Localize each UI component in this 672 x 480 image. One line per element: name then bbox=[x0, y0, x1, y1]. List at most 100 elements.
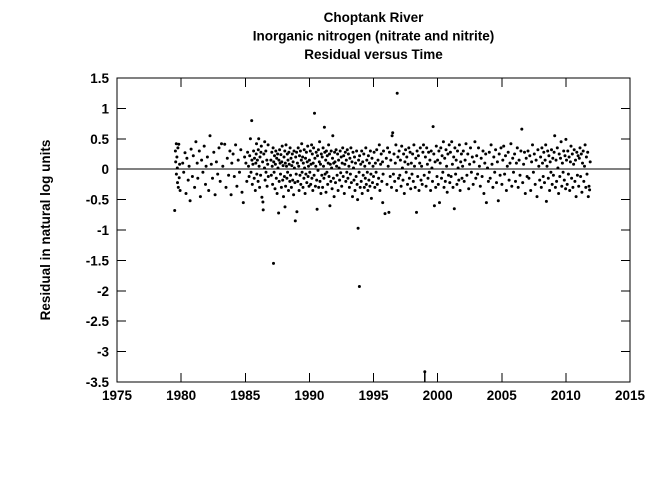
data-point bbox=[364, 182, 368, 186]
y-tick-label: -3.5 bbox=[86, 375, 110, 390]
data-point bbox=[293, 219, 297, 223]
data-point bbox=[413, 185, 417, 189]
data-point bbox=[308, 170, 312, 174]
data-point bbox=[539, 185, 543, 189]
data-point bbox=[397, 149, 401, 153]
data-point bbox=[358, 154, 362, 158]
data-point bbox=[438, 161, 442, 165]
data-point bbox=[241, 201, 245, 205]
data-point bbox=[488, 176, 492, 180]
data-point bbox=[348, 156, 352, 160]
data-point bbox=[296, 146, 300, 150]
data-point bbox=[366, 189, 370, 192]
data-point bbox=[205, 155, 209, 159]
data-point bbox=[347, 164, 351, 168]
data-point bbox=[486, 179, 490, 183]
data-point bbox=[363, 176, 367, 180]
data-point bbox=[346, 176, 350, 180]
data-point bbox=[475, 154, 479, 158]
data-point bbox=[479, 156, 483, 160]
data-point bbox=[340, 161, 344, 165]
data-point bbox=[174, 142, 178, 146]
data-point bbox=[347, 185, 351, 189]
data-point bbox=[391, 172, 395, 176]
y-axis-label: Residual in natural log units bbox=[38, 140, 53, 321]
data-point bbox=[330, 187, 334, 191]
data-point bbox=[282, 175, 286, 178]
data-point bbox=[310, 143, 314, 147]
data-point bbox=[548, 189, 552, 192]
data-point bbox=[253, 156, 256, 160]
data-point bbox=[473, 140, 477, 144]
data-point bbox=[456, 166, 460, 170]
data-point bbox=[563, 154, 567, 158]
data-point bbox=[322, 164, 325, 168]
data-point bbox=[336, 152, 340, 156]
data-point bbox=[326, 182, 330, 186]
data-point bbox=[333, 150, 337, 154]
data-point bbox=[477, 164, 481, 168]
data-point bbox=[294, 155, 298, 159]
data-point bbox=[565, 158, 568, 162]
data-point bbox=[484, 201, 488, 205]
data-point bbox=[468, 162, 472, 166]
data-point bbox=[555, 146, 559, 150]
data-point bbox=[238, 170, 241, 174]
data-point bbox=[419, 178, 423, 182]
data-point bbox=[266, 162, 270, 166]
data-point bbox=[395, 189, 399, 192]
data-point bbox=[251, 162, 255, 166]
data-point bbox=[448, 150, 452, 154]
data-point bbox=[275, 192, 279, 195]
data-point bbox=[439, 146, 443, 150]
data-point bbox=[431, 179, 434, 183]
data-point bbox=[570, 176, 574, 180]
data-point bbox=[261, 200, 265, 204]
data-point bbox=[250, 158, 254, 162]
data-point bbox=[321, 185, 325, 189]
data-point bbox=[207, 189, 211, 192]
data-point bbox=[429, 189, 433, 192]
x-tick-label: 2005 bbox=[487, 388, 518, 403]
data-point bbox=[434, 144, 438, 148]
data-point bbox=[402, 192, 406, 195]
data-point bbox=[411, 179, 415, 183]
data-point bbox=[193, 185, 197, 189]
data-point bbox=[508, 161, 512, 165]
data-point bbox=[334, 181, 337, 185]
data-point bbox=[270, 164, 274, 168]
data-point bbox=[483, 161, 487, 165]
data-point bbox=[309, 182, 313, 186]
data-point bbox=[543, 181, 546, 185]
data-point bbox=[498, 173, 502, 177]
data-point bbox=[441, 140, 445, 144]
data-point bbox=[512, 170, 515, 174]
data-point bbox=[295, 161, 299, 165]
data-point bbox=[285, 164, 288, 168]
data-point bbox=[208, 134, 212, 138]
data-point bbox=[397, 176, 400, 180]
data-point bbox=[470, 155, 474, 159]
data-point bbox=[357, 158, 361, 162]
data-point bbox=[334, 148, 338, 152]
data-point bbox=[218, 179, 222, 183]
x-tick-label: 1990 bbox=[294, 388, 324, 403]
data-point bbox=[173, 209, 177, 212]
data-point bbox=[360, 192, 364, 195]
data-point bbox=[295, 150, 299, 154]
data-point bbox=[292, 149, 296, 153]
data-point bbox=[573, 179, 577, 183]
data-point bbox=[425, 162, 429, 166]
data-point bbox=[514, 179, 517, 183]
data-point bbox=[454, 158, 458, 162]
data-point bbox=[282, 195, 285, 199]
data-point bbox=[187, 164, 191, 168]
data-point bbox=[329, 179, 333, 183]
data-point bbox=[453, 146, 457, 150]
data-point bbox=[362, 152, 366, 156]
data-point bbox=[411, 152, 415, 156]
data-point bbox=[553, 185, 557, 189]
data-point bbox=[583, 164, 586, 168]
data-point bbox=[523, 150, 526, 154]
data-point bbox=[558, 175, 562, 178]
